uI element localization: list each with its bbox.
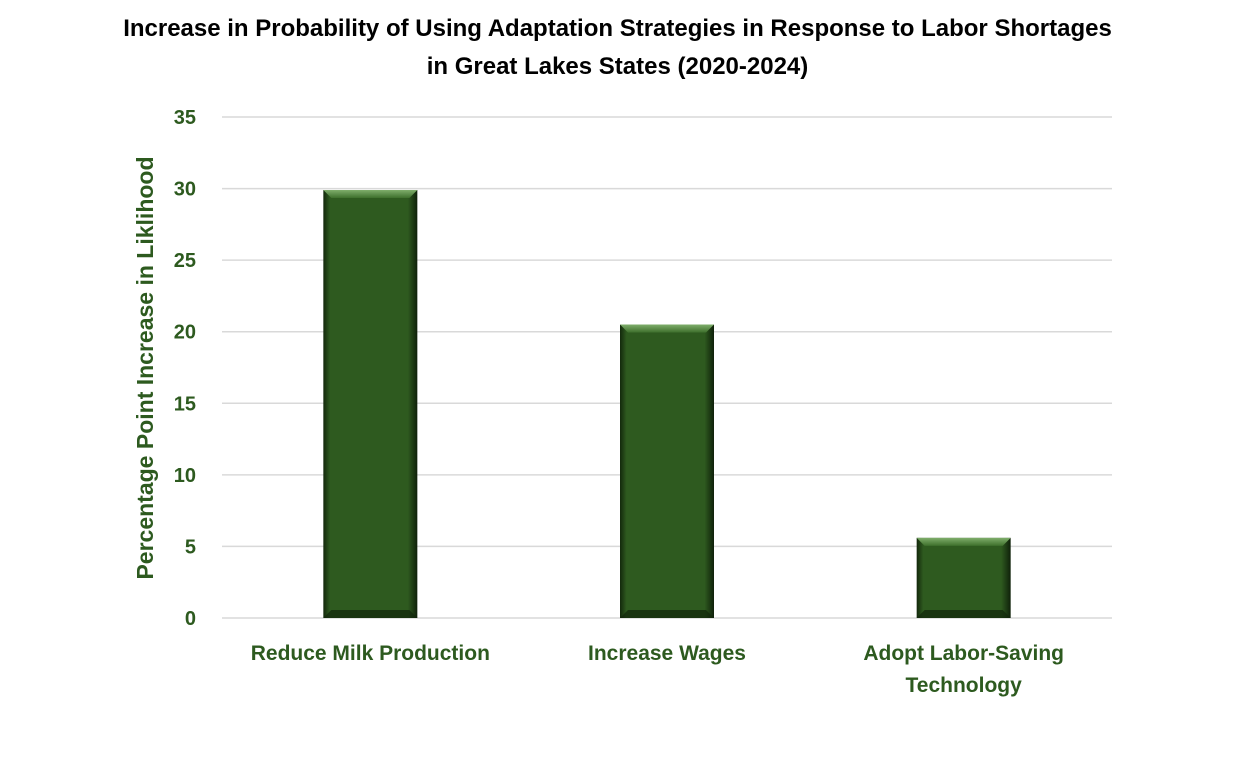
bar-bottom-bevel [323, 610, 418, 618]
bar [323, 190, 418, 618]
y-axis-ticks: 0 5 10 15 20 25 30 35 [174, 107, 196, 630]
bar-bottom-bevel [620, 610, 714, 618]
bar [916, 537, 1011, 618]
y-tick-label: 35 [174, 107, 196, 129]
bars [323, 190, 1011, 618]
y-tick-label: 15 [174, 393, 196, 415]
y-tick-label: 30 [174, 179, 196, 201]
bar-top-bevel [323, 190, 418, 199]
bar-body [620, 324, 714, 618]
x-category-label: Increase Wages [588, 642, 746, 665]
bar-top-bevel [916, 537, 1011, 546]
bar-body [323, 190, 418, 618]
y-tick-label: 25 [174, 250, 196, 272]
bar [620, 324, 714, 618]
bar-top-bevel [620, 324, 714, 333]
chart-title: Increase in Probability of Using Adaptat… [123, 15, 1112, 80]
bar-body [916, 537, 1011, 618]
x-category-label: Reduce Milk Production [251, 642, 490, 665]
x-axis-labels: Reduce Milk Production Increase Wages Adop… [251, 642, 1064, 697]
y-tick-label: 20 [174, 322, 196, 344]
y-tick-label: 0 [185, 608, 196, 630]
bar-bottom-bevel [916, 610, 1011, 618]
y-axis-title: Percentage Point Increase in Liklihood [132, 156, 158, 579]
y-tick-label: 10 [174, 465, 196, 487]
y-tick-label: 5 [185, 536, 196, 558]
x-category-label: Adopt Labor-Saving Technology [863, 642, 1064, 697]
